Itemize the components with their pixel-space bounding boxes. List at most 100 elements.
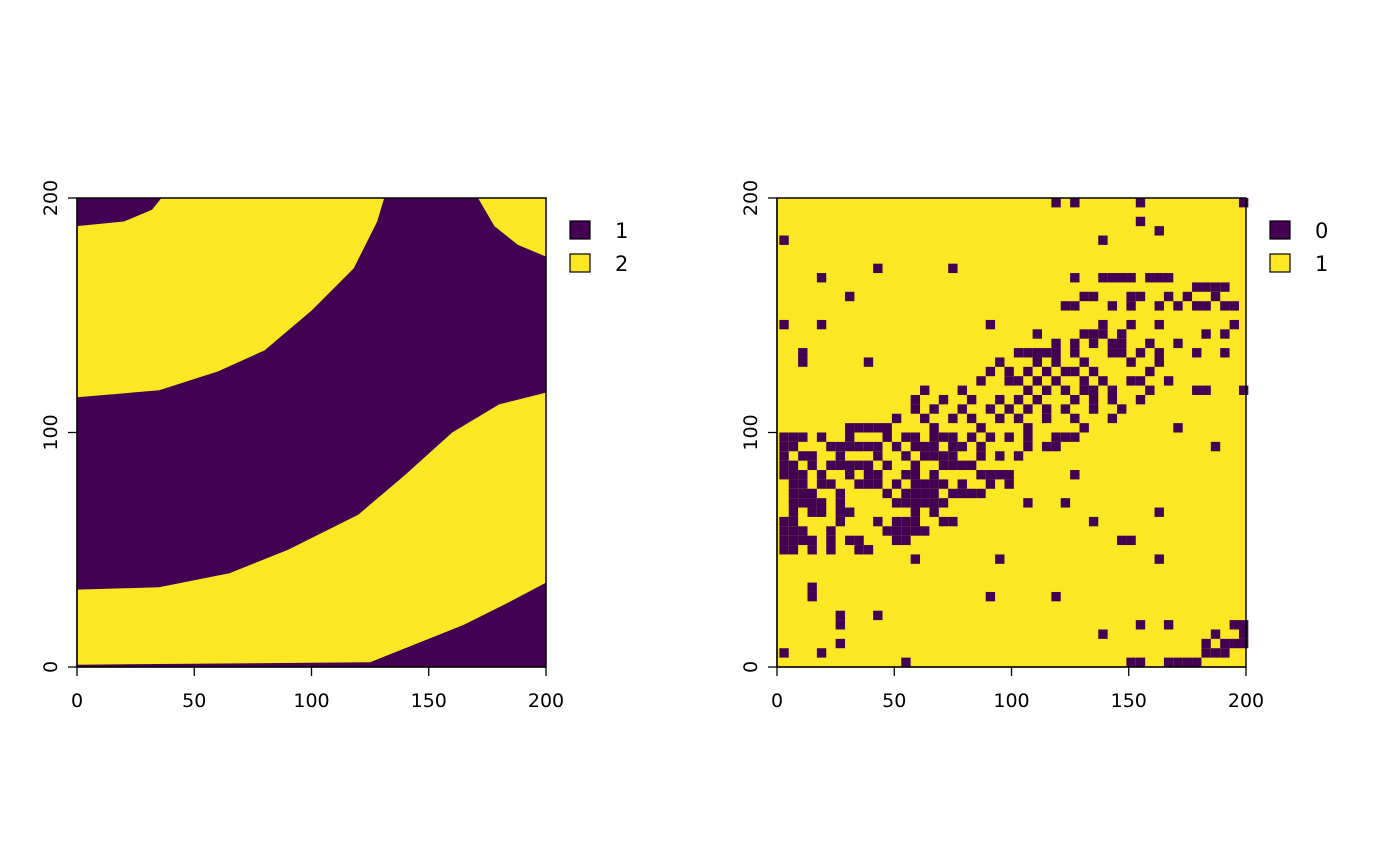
raster-cell [910,460,921,471]
y-tick-label: 200 [740,180,762,216]
raster-cell [1135,291,1146,302]
raster-cell [920,441,930,452]
raster-cell [1051,357,1061,367]
raster-cell [1145,338,1155,349]
raster-cell [985,591,996,602]
raster-cell [826,526,836,536]
raster-cell [1220,648,1230,658]
raster-cell [948,516,958,527]
raster-cell [873,441,883,452]
raster-cell [798,479,808,489]
raster-cell [948,441,958,452]
y-tick-label: 0 [740,661,762,673]
raster-cell [1192,657,1202,667]
raster-cell [816,479,827,489]
x-tick-label: 50 [182,690,206,712]
raster-cell [901,516,911,527]
raster-cell [1088,291,1099,302]
raster-cell [845,423,855,433]
raster-cell [929,423,939,433]
raster-cell [873,516,883,527]
raster-cell [966,460,977,471]
raster-cell [1032,348,1042,358]
raster-cell [873,610,883,621]
raster-cell [882,460,892,471]
raster-cell [1182,657,1193,667]
raster-cell [873,423,883,433]
raster-cell [1107,338,1118,349]
raster-cell [1004,479,1014,489]
raster-cell [929,479,939,489]
raster-cell [1126,291,1136,302]
raster-cell [816,648,827,658]
legend-label: 0 [1315,219,1328,243]
raster-cell [1004,470,1014,480]
raster-cell [798,498,808,508]
raster-cell [985,432,996,442]
raster-cell [1238,629,1249,639]
raster-cell [1135,348,1146,358]
raster-cell [1201,301,1211,311]
raster-cell [985,319,996,330]
raster-cell [1098,235,1108,245]
raster-cell [910,479,921,489]
raster-cell [807,488,817,499]
raster-cell [966,488,977,499]
raster-cell [1117,273,1127,283]
raster-cell [938,460,949,471]
raster-cell [1004,376,1014,386]
raster-region-value-1 [77,198,162,227]
raster-cell [826,479,836,489]
raster-cell [938,498,949,508]
raster-cell [807,451,817,461]
raster-cell [901,526,911,536]
raster-cell [798,348,808,358]
raster-cell [798,470,808,480]
raster-cell [891,535,902,546]
raster-cell [779,470,789,480]
raster-cell [910,488,921,499]
raster-cell [863,423,874,433]
raster-cell [1238,198,1249,208]
raster-cell [1070,338,1080,349]
raster-cell [779,319,789,330]
raster-cell [1088,329,1099,339]
raster-cell [976,441,986,452]
raster-cell [1107,301,1118,311]
raster-cell [779,535,789,546]
raster-cell [1238,385,1249,395]
raster-cell [882,423,892,433]
raster-cell [929,470,939,480]
raster-cell [1229,319,1239,330]
raster-cell [854,460,864,471]
raster-cell [835,610,846,621]
raster-cell [1023,441,1033,452]
raster-cell [910,498,921,508]
raster-cell [1135,216,1146,227]
raster-cell [995,470,1005,480]
raster-cell [901,451,911,461]
x-tick-label: 100 [293,690,329,712]
raster-cell [1070,432,1080,442]
raster-cell [854,479,864,489]
raster-cell [835,488,846,499]
x-tick-label: 150 [411,690,447,712]
raster-cell [985,366,996,377]
y-tick-label: 200 [40,180,62,216]
raster-cell [1220,329,1230,339]
raster-cell [835,451,846,461]
raster-cell [1154,507,1164,517]
raster-cell [1173,657,1183,667]
raster-cell [835,507,846,517]
raster-cell [835,638,846,649]
raster-cell [920,498,930,508]
raster-cell [1154,226,1164,236]
raster-cell [1117,404,1127,414]
y-axis: 0 100 200 [740,180,778,673]
raster-cell [788,526,799,536]
raster-cell [1023,366,1033,377]
raster-cell [1163,291,1174,302]
raster-cell [1154,319,1164,330]
raster-cell [1098,376,1108,386]
raster-cell [1154,554,1164,564]
